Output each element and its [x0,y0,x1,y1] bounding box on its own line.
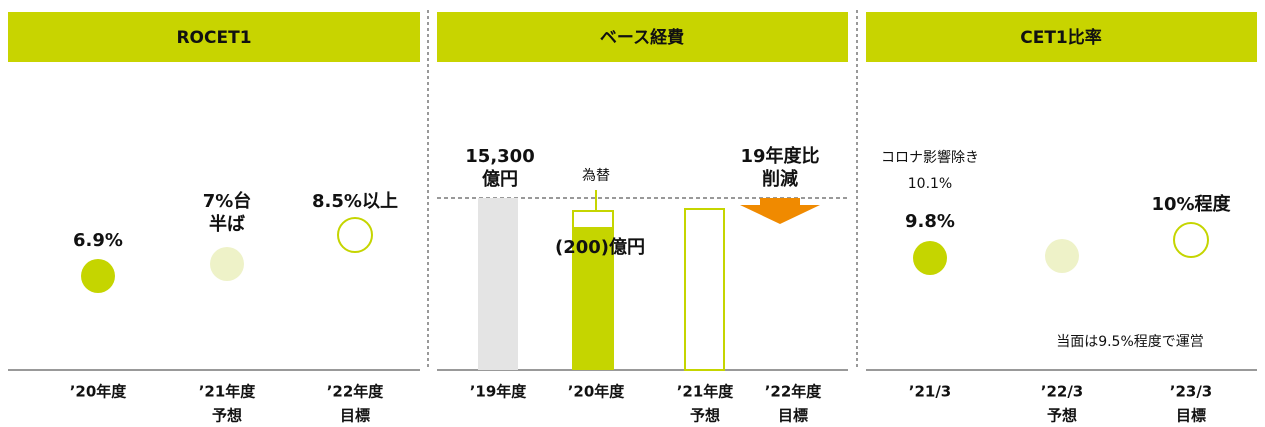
header-bar [866,12,1257,62]
category-label: 目標 [340,407,370,425]
value-label: 半ば [209,213,245,235]
value-label: 19年度比 [740,145,819,167]
value-label: 15,300 [465,146,534,167]
value-label: (200)億円 [555,236,645,258]
header-bar [8,12,420,62]
panel-title: CET1比率 [1020,27,1102,48]
category-label: ’20年度 [70,383,128,401]
value-label: 削減 [762,168,798,190]
dot [1045,239,1079,273]
category-label: ’19年度 [470,383,528,401]
bar-part [572,210,614,229]
layout [8,10,1257,371]
value-label: 9.8% [905,211,955,232]
panel-title: ROCET1 [176,28,251,48]
category-label: ’23/3 [1170,383,1213,401]
dot [913,241,947,275]
category-label: 予想 [212,407,242,425]
bar [478,198,518,370]
value-label: 10%程度 [1151,193,1231,215]
category-label: ’21年度 [677,383,735,401]
dot [210,247,244,281]
down-arrow [740,198,820,224]
category-label: 予想 [690,407,720,425]
dot [337,217,373,253]
texts: ROCET1 ベース経費 CET1比率 6.9% 7%台 半ば 8.5%以上 1… [70,27,1232,425]
category-label: 予想 [1047,407,1077,425]
category-label: ’22年度 [765,383,823,401]
note: 為替 [582,168,610,184]
category-label: ’22/3 [1041,383,1084,401]
value-label: 6.9% [73,230,123,251]
value-label: 8.5%以上 [312,191,398,212]
note: コロナ影響除き [881,149,979,166]
category-label: ’21年度 [199,383,257,401]
header-bar [437,12,848,62]
category-label: ’22年度 [327,383,385,401]
bar [684,208,725,371]
category-label: 目標 [1176,407,1206,425]
category-label: ’20年度 [568,383,626,401]
dot [1173,222,1209,258]
note: 10.1% [908,176,952,192]
category-label: ’21/3 [909,383,952,401]
dot [81,259,115,293]
category-label: 目標 [778,407,808,425]
panel-title: ベース経費 [600,27,684,48]
footnote: 当面は9.5%程度で運営 [1056,334,1204,350]
value-label: 7%台 [203,190,252,212]
value-label: 億円 [482,168,518,190]
bar [572,228,614,370]
